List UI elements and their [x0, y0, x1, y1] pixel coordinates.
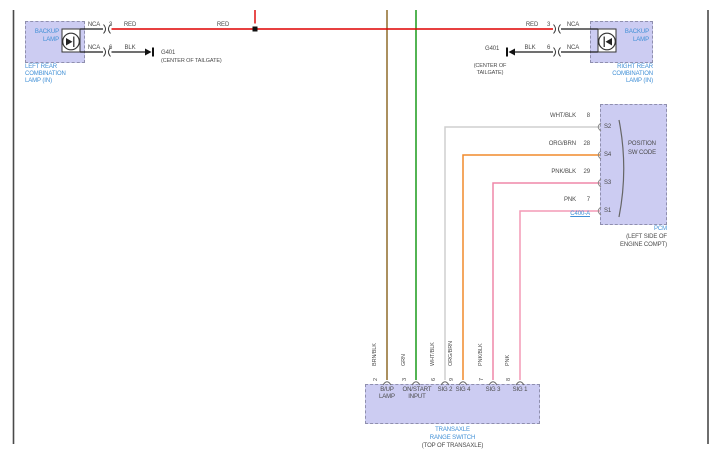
- left-lamp-caption-3: LAMP (IN): [25, 78, 52, 84]
- right-feed-pin: 3: [547, 22, 551, 28]
- right-backup-lamp-icon: [597, 28, 617, 53]
- left-gnd-connector-icon: [103, 47, 111, 57]
- rot-wire-label-brnblk: BRN/BLK: [372, 343, 378, 366]
- rot-wire-label-orgbrn: ORG/BRN: [448, 341, 454, 366]
- right-lamp-caption-3: LAMP (IN): [626, 78, 653, 84]
- right-ground-location-1: (CENTER OF: [473, 63, 507, 69]
- rs-pin-label-onstart-2: INPUT: [408, 394, 426, 400]
- pcm-wire-label-whtblk: WHT/BLK: [550, 113, 576, 119]
- left-feed-pin: 3: [109, 22, 113, 28]
- rot-wire-label-grn: GRN: [401, 354, 407, 366]
- pcm-pin-s4: S4: [604, 151, 612, 158]
- rs-caption-3: (TOP OF TRANSAXLE): [421, 443, 484, 449]
- pcm-pin-s3: S3: [604, 179, 612, 186]
- rot-pin-num-5: 7: [479, 378, 485, 381]
- right-ground-location-2: TAILGATE): [476, 70, 504, 76]
- rot-pin-num-3: 6: [431, 378, 437, 381]
- right-feed-wire-label: RED: [525, 22, 539, 28]
- pcm-pin-s1: S1: [604, 207, 612, 214]
- left-feed-nca-label: NCA: [87, 22, 101, 28]
- left-ground-icon: [145, 47, 154, 57]
- right-gnd-nca-label: NCA: [566, 45, 580, 51]
- left-gnd-pin: 6: [109, 45, 113, 51]
- pcm-connector-link[interactable]: C400-A: [570, 211, 590, 217]
- rot-pin-num-2: 3: [402, 378, 408, 381]
- pcm-pin-num-s3: 29: [583, 169, 591, 175]
- pcm-caption-2: (LEFT SIDE OF: [626, 234, 667, 240]
- pcm-function-label-2: SW CODE: [628, 150, 656, 156]
- rs-pin-label-bup: B/UP: [380, 387, 394, 393]
- rs-pin-label-bup-2: LAMP: [379, 394, 395, 400]
- right-feed-connector-icon: [553, 24, 561, 34]
- rs-pin-label-sig4: SIG 4: [455, 387, 471, 393]
- rot-wire-label-whtblk: WHT/BLK: [430, 342, 436, 366]
- rs-pin-label-sig3: SIG 3: [485, 387, 501, 393]
- right-lamp-name-1: BACKUP: [624, 29, 649, 35]
- left-lamp-caption-1: LEFT REAR: [25, 64, 57, 70]
- left-lamp-name-1: BACKUP: [34, 29, 59, 35]
- range-switch-pin-arcs: [382, 381, 525, 386]
- left-gnd-nca-label: NCA: [87, 45, 101, 51]
- rot-wire-label-pnk: PNK: [505, 354, 511, 366]
- rot-wire-label-pnkblk: PNK/BLK: [478, 343, 484, 366]
- rot-pin-num-4: 9: [449, 378, 455, 381]
- pcm-pin-num-s2: 8: [586, 113, 590, 119]
- right-lamp-caption-1: RIGHT REAR: [617, 64, 653, 70]
- rs-pin-label-sig1: SIG 1: [512, 387, 528, 393]
- left-lamp-caption-2: COMBINATION: [25, 71, 66, 77]
- whtblk-wire: [444, 126, 600, 380]
- pcm-caption-3: ENGINE COMPT): [619, 242, 667, 248]
- pnk-wire: [519, 210, 600, 380]
- pcm-wire-label-orgbrn: ORG/BRN: [548, 141, 576, 147]
- pcm-pin-arcs: [597, 122, 602, 216]
- splice-dot: [252, 26, 258, 32]
- pcm-wire-label-pnk: PNK: [563, 197, 576, 203]
- rs-caption-1: TRANSAXLE: [435, 427, 470, 433]
- left-ground-id: G401: [161, 50, 176, 56]
- left-gnd-wire-label: BLK: [124, 45, 136, 51]
- left-lamp-name-2: LAMP: [43, 37, 59, 43]
- left-feed-connector-icon: [103, 24, 111, 34]
- rot-pin-num-6: 8: [506, 378, 512, 381]
- right-feed-nca-label: NCA: [566, 22, 580, 28]
- pcm-caption-1: PCM: [653, 226, 667, 232]
- rot-pin-num-1: 2: [373, 378, 379, 381]
- right-lamp-caption-2: COMBINATION: [612, 71, 653, 77]
- rs-caption-2: RANGE SWITCH: [429, 435, 476, 441]
- orgbrn-wire: [462, 154, 600, 380]
- pcm-pin-s2: S2: [604, 123, 612, 130]
- left-feed-wire-label: RED: [123, 22, 137, 28]
- right-gnd-wire-label: BLK: [524, 45, 536, 51]
- pcm-wire-label-pnkblk: PNK/BLK: [551, 169, 576, 175]
- rs-pin-label-onstart: ON/START: [402, 387, 432, 393]
- range-switch-box: [365, 384, 540, 424]
- mid-feed-wire-label: RED: [216, 22, 230, 28]
- pcm-brace: [618, 119, 625, 218]
- pcm-pin-num-s1: 7: [586, 197, 590, 203]
- left-backup-lamp-icon: [61, 28, 81, 53]
- pcm-box: [600, 104, 667, 225]
- right-gnd-pin: 6: [547, 45, 551, 51]
- pcm-function-label-1: POSITION: [628, 141, 656, 147]
- right-gnd-connector-icon: [553, 47, 561, 57]
- right-ground-id: G401: [485, 46, 500, 52]
- rs-pin-label-sig2: SIG 2: [437, 387, 453, 393]
- pcm-pin-num-s4: 28: [583, 141, 591, 147]
- pnkblk-wire: [492, 182, 600, 380]
- right-lamp-name-2: LAMP: [633, 37, 649, 43]
- right-ground-icon: [506, 47, 515, 57]
- left-ground-location: (CENTER OF TAILGATE): [161, 58, 222, 64]
